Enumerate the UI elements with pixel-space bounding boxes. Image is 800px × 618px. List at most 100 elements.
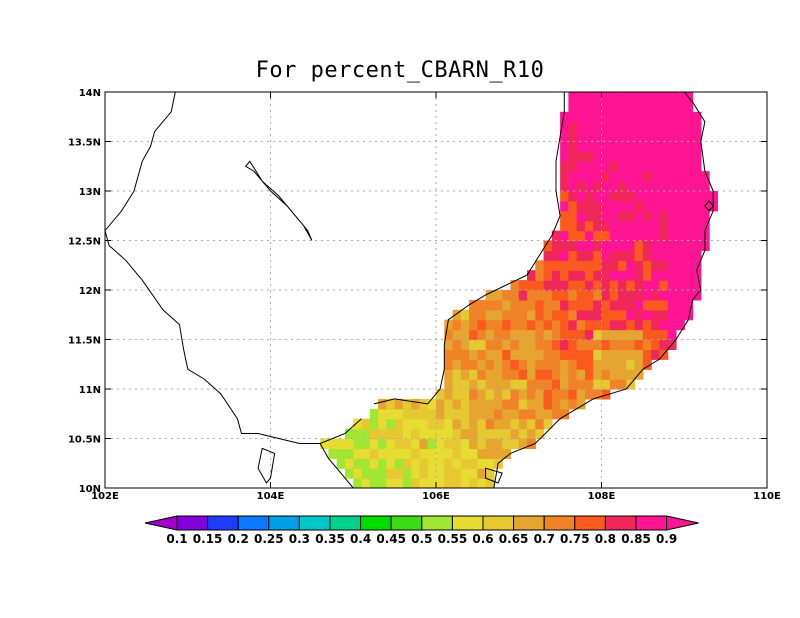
data-cell bbox=[560, 230, 569, 242]
data-cell bbox=[684, 111, 694, 123]
data-cell bbox=[568, 290, 578, 301]
data-cell bbox=[485, 428, 495, 440]
data-cell bbox=[353, 458, 363, 469]
data-cell bbox=[527, 329, 536, 341]
data-cell bbox=[543, 349, 553, 360]
data-cell bbox=[651, 230, 661, 242]
data-cell bbox=[560, 398, 569, 410]
data-cell bbox=[684, 181, 694, 192]
data-cell bbox=[394, 448, 404, 459]
colorbar-segment bbox=[360, 515, 392, 531]
data-cell bbox=[419, 438, 429, 449]
data-cell bbox=[386, 458, 396, 469]
data-cell bbox=[576, 329, 586, 341]
data-cell bbox=[684, 121, 694, 133]
data-cell bbox=[601, 101, 611, 113]
data-cell bbox=[402, 468, 412, 479]
data-cell bbox=[684, 151, 694, 162]
data-cell bbox=[584, 220, 594, 232]
data-cell bbox=[444, 448, 454, 459]
data-cell bbox=[576, 161, 586, 172]
data-cell bbox=[378, 438, 387, 449]
data-cell bbox=[626, 92, 636, 103]
data-cell bbox=[560, 280, 569, 291]
data-cell bbox=[609, 151, 619, 162]
data-cell bbox=[609, 121, 619, 133]
data-cell bbox=[469, 339, 478, 350]
data-cell bbox=[353, 418, 363, 430]
data-cell bbox=[560, 141, 569, 152]
data-cell bbox=[626, 309, 636, 321]
data-cell bbox=[626, 260, 636, 271]
data-cell bbox=[477, 408, 487, 420]
data-cell bbox=[584, 151, 594, 162]
data-cell bbox=[452, 418, 462, 430]
data-cell bbox=[667, 161, 677, 172]
data-cell bbox=[502, 339, 512, 350]
data-cell bbox=[477, 438, 487, 449]
data-cell bbox=[667, 111, 677, 123]
data-cell bbox=[535, 408, 545, 420]
data-cell bbox=[394, 398, 404, 410]
data-cell bbox=[576, 389, 586, 400]
data-cell bbox=[386, 408, 396, 420]
data-cell bbox=[361, 458, 371, 469]
data-cell bbox=[469, 478, 478, 488]
data-cell bbox=[576, 240, 586, 251]
data-cell bbox=[659, 270, 669, 281]
data-cell bbox=[651, 290, 661, 301]
data-cell bbox=[493, 359, 503, 370]
data-cell bbox=[584, 131, 594, 143]
data-cell bbox=[518, 359, 528, 370]
data-cell bbox=[460, 458, 470, 469]
data-cell bbox=[402, 448, 412, 459]
data-cell bbox=[452, 359, 462, 370]
data-cell bbox=[336, 448, 346, 459]
data-cell bbox=[543, 398, 553, 410]
data-cell bbox=[527, 408, 536, 420]
data-cell bbox=[460, 379, 470, 390]
data-cell bbox=[378, 418, 387, 430]
data-cell bbox=[369, 438, 379, 449]
data-cell bbox=[378, 458, 387, 469]
data-cell bbox=[411, 438, 421, 449]
data-cell bbox=[626, 151, 636, 162]
data-cell bbox=[469, 369, 478, 380]
data-cell bbox=[576, 210, 586, 222]
data-cell bbox=[344, 458, 354, 469]
data-cell bbox=[667, 210, 677, 222]
data-cell bbox=[361, 448, 371, 459]
data-cell bbox=[618, 240, 627, 251]
data-cell bbox=[502, 438, 512, 449]
data-cell bbox=[568, 329, 578, 341]
data-cell bbox=[452, 339, 462, 350]
data-cell bbox=[427, 428, 437, 440]
data-cell bbox=[444, 349, 454, 360]
data-cell bbox=[568, 171, 578, 182]
data-cell bbox=[378, 398, 387, 410]
data-cell bbox=[568, 260, 578, 271]
data-cell bbox=[485, 408, 495, 420]
data-cell bbox=[402, 398, 412, 410]
data-cell bbox=[593, 111, 603, 123]
data-cell bbox=[609, 260, 619, 271]
data-cell bbox=[593, 339, 603, 350]
data-cell bbox=[411, 458, 421, 469]
y-tick-label: 14N bbox=[79, 88, 101, 99]
data-cell bbox=[576, 181, 586, 192]
data-cell bbox=[444, 438, 454, 449]
data-cell bbox=[609, 230, 619, 242]
data-cell bbox=[675, 319, 685, 331]
data-cell bbox=[518, 299, 528, 311]
x-tick-label: 104E bbox=[257, 491, 285, 502]
data-cell bbox=[692, 141, 702, 152]
data-cell bbox=[411, 408, 421, 420]
data-cell bbox=[427, 408, 437, 420]
data-cell bbox=[609, 101, 619, 113]
data-cell bbox=[560, 131, 569, 143]
colorbar-segment bbox=[176, 515, 209, 531]
data-cell bbox=[469, 418, 478, 430]
data-cell bbox=[675, 309, 685, 321]
data-cell bbox=[493, 369, 503, 380]
data-cell bbox=[436, 408, 445, 420]
